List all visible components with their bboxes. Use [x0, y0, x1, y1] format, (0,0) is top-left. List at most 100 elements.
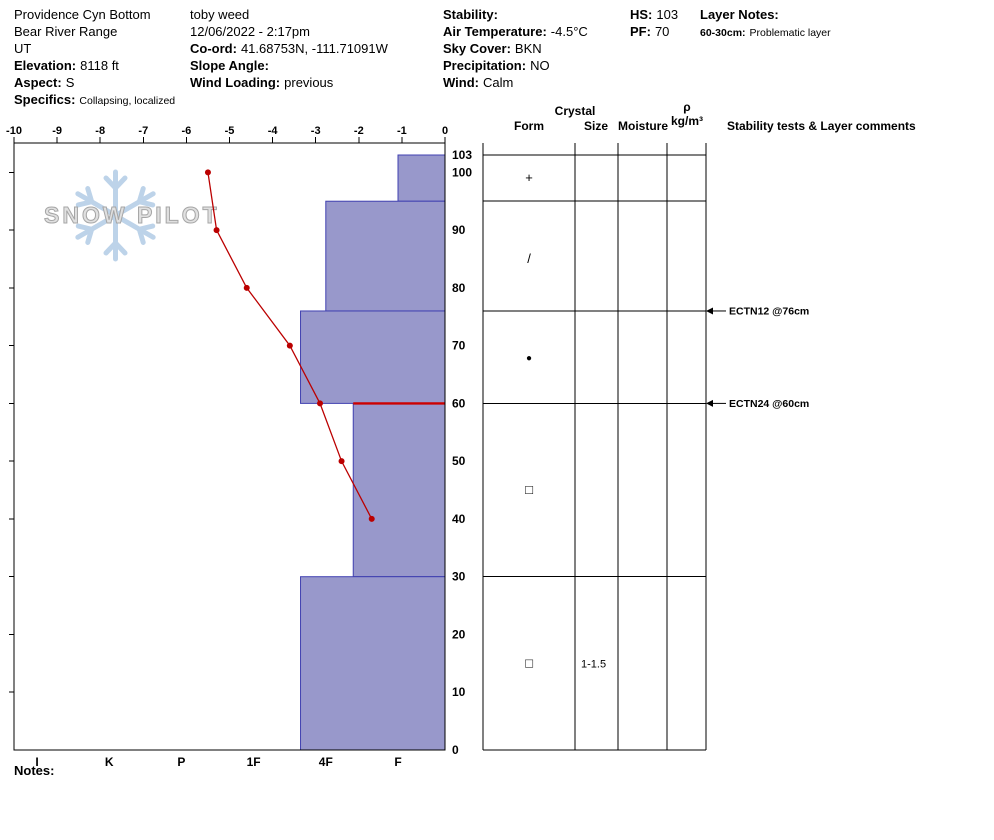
temperature-point: [338, 458, 345, 465]
wind-loading-label: Wind Loading:: [190, 75, 281, 90]
faceted-crystals-symbol: □: [525, 655, 533, 670]
layer-note-depth: 60-30cm:: [700, 27, 746, 39]
slope-angle-row: Slope Angle:: [190, 57, 388, 74]
temperature-point: [317, 400, 324, 407]
stability-test-label: ECTN24 @60cm: [729, 398, 809, 410]
temperature-point: [243, 284, 250, 291]
wind-loading-value: previous: [284, 75, 334, 90]
size-column-header: Size: [583, 119, 609, 133]
hs-row: HS: 103: [630, 6, 678, 23]
temperature-point: [213, 227, 220, 234]
comments-column-header: Stability tests & Layer comments: [727, 119, 916, 133]
temp-tick-label: -2: [354, 125, 364, 137]
temp-tick-label: -10: [6, 125, 22, 137]
wind-row: Wind: Calm: [443, 74, 588, 91]
temperature-point: [368, 515, 375, 522]
site-name: Providence Cyn Bottom: [14, 7, 151, 22]
snow-layer-bar-2: [300, 310, 446, 404]
density-units-header: kg/m³: [670, 114, 704, 128]
hardness-label-P: P: [177, 755, 185, 769]
precipitation-value: NO: [530, 58, 550, 73]
temp-tick-label: -3: [311, 125, 321, 137]
specifics-label: Specifics:: [14, 92, 76, 107]
snow-layer-bar-0: [397, 154, 446, 202]
temp-tick-label: -4: [268, 125, 279, 137]
depth-label-100: 100: [452, 165, 472, 179]
crystal-size-value: 1-1.5: [581, 658, 606, 670]
depth-label-70: 70: [452, 339, 466, 353]
temp-tick-label: 0: [442, 125, 448, 137]
observer-name: toby weed: [190, 7, 250, 22]
temperature-point: [286, 342, 293, 349]
left-arrow-icon: [706, 307, 713, 315]
hs-value: 103: [656, 7, 679, 22]
depth-label-60: 60: [452, 396, 466, 410]
stability-row: Stability:: [443, 6, 588, 23]
observation-datetime: 12/06/2022 - 2:17pm: [190, 24, 310, 39]
temp-tick-label: -6: [182, 125, 192, 137]
aspect-value: S: [65, 75, 75, 90]
precipitation-particles-symbol: +: [525, 170, 533, 185]
snow-layer-bar-4: [300, 576, 446, 751]
slope-angle-label: Slope Angle:: [190, 58, 269, 73]
hardness-label-1F: 1F: [247, 755, 261, 769]
wind-label: Wind:: [443, 75, 479, 90]
layer-note-text: Problematic layer: [749, 27, 831, 39]
temp-tick-label: -7: [138, 125, 148, 137]
left-arrow-icon: [706, 399, 713, 407]
layer-note-row: 60-30cm: Problematic layer: [700, 23, 831, 42]
precipitation-label: Precipitation:: [443, 58, 527, 73]
temp-tick-label: -1: [397, 125, 407, 137]
location-block: Providence Cyn Bottom Bear River Range U…: [14, 6, 175, 110]
decomposing-fragments-symbol: /: [527, 251, 531, 266]
temperature-point: [204, 169, 211, 176]
sky-cover-row: Sky Cover: BKN: [443, 40, 588, 57]
elevation-row: Elevation: 8118 ft: [14, 57, 175, 74]
depth-label-90: 90: [452, 223, 466, 237]
hardness-label-I: I: [35, 755, 38, 769]
sky-cover-value: BKN: [514, 41, 542, 56]
state-name: UT: [14, 41, 32, 56]
air-temperature-label: Air Temperature:: [443, 24, 547, 39]
temp-tick-label: -8: [95, 125, 105, 137]
depth-label-50: 50: [452, 454, 466, 468]
specifics-value: Collapsing, localized: [79, 95, 176, 107]
coord-value: 41.68753N, -111.71091W: [240, 41, 388, 56]
density-symbol-header: ρ: [683, 100, 691, 114]
coord-label: Co-ord:: [190, 41, 237, 56]
observer-block: toby weed 12/06/2022 - 2:17pm Co-ord: 41.…: [190, 6, 388, 91]
moisture-column-header: Moisture: [617, 119, 669, 133]
rounded-grains-symbol: ●: [526, 353, 532, 364]
coord-row: Co-ord: 41.68753N, -111.71091W: [190, 40, 388, 57]
snow-layer-bar-1: [325, 200, 446, 312]
notes-label: Notes:: [14, 763, 55, 778]
depth-label-40: 40: [452, 512, 466, 526]
conditions-block: Stability: Air Temperature: -4.5°C Sky Co…: [443, 6, 588, 91]
depth-label-0: 0: [452, 743, 459, 757]
air-temperature-row: Air Temperature: -4.5°C: [443, 23, 588, 40]
stability-test-label: ECTN12 @76cm: [729, 305, 809, 317]
totals-block: HS: 103 PF: 70: [630, 6, 678, 40]
layer-notes-block: Layer Notes: 60-30cm: Problematic layer: [700, 6, 831, 42]
temp-tick-label: -5: [225, 125, 235, 137]
range-name: Bear River Range: [14, 24, 118, 39]
form-column-header: Form: [514, 119, 544, 133]
aspect-label: Aspect:: [14, 75, 62, 90]
hardness-label-4F: 4F: [319, 755, 333, 769]
crystal-column-header: Crystal: [554, 104, 596, 118]
aspect-row: Aspect: S: [14, 74, 175, 91]
pf-value: 70: [654, 24, 670, 39]
depth-label-80: 80: [452, 281, 466, 295]
elevation-value: 8118 ft: [80, 58, 119, 73]
elevation-label: Elevation:: [14, 58, 77, 73]
pf-row: PF: 70: [630, 23, 678, 40]
depth-label-10: 10: [452, 685, 466, 699]
temp-tick-label: -9: [52, 125, 62, 137]
faceted-crystals-symbol: □: [525, 482, 533, 497]
layer-notes-title: Layer Notes:: [700, 7, 779, 22]
hs-label: HS:: [630, 7, 653, 22]
hardness-label-K: K: [105, 755, 114, 769]
snow-layer-bar-3: [352, 402, 446, 578]
depth-label-103: 103: [452, 148, 472, 162]
